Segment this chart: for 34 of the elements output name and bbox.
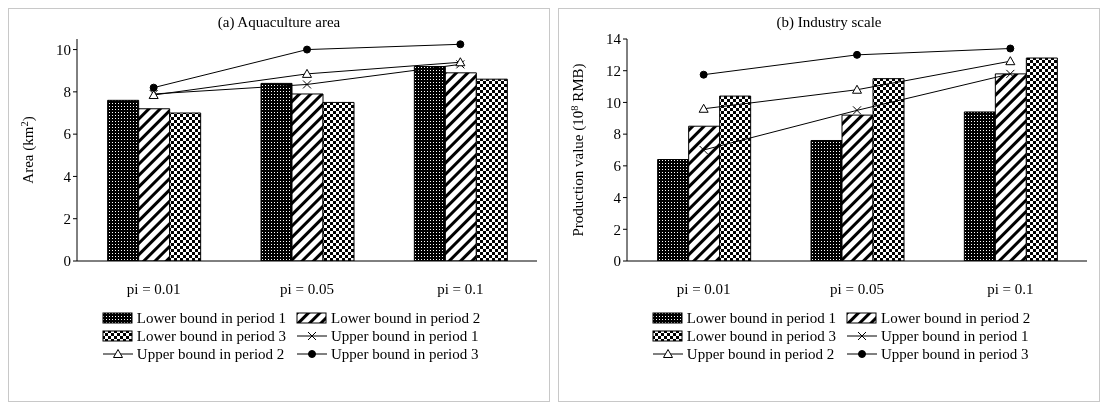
x-tick-label: pi = 0.1 bbox=[987, 280, 1034, 297]
y-tick-label: 6 bbox=[613, 158, 622, 175]
legend-label: Lower bound in period 2 bbox=[331, 309, 481, 327]
legend-label: Upper bound in period 3 bbox=[331, 345, 479, 363]
legend-label: Lower bound in period 3 bbox=[136, 327, 286, 345]
x-tick-label: pi = 0.05 bbox=[280, 280, 334, 297]
y-tick-label: 8 bbox=[613, 126, 621, 143]
x-tick-label: pi = 0.01 bbox=[676, 280, 731, 297]
legend-label: Upper bound in period 2 bbox=[686, 345, 835, 363]
x-tick-label: pi = 0.1 bbox=[437, 280, 484, 297]
y-tick-label: 12 bbox=[606, 63, 621, 80]
legend-label: Upper bound in period 1 bbox=[331, 327, 479, 345]
y-tick-label: 2 bbox=[613, 221, 621, 238]
legend-label: Upper bound in period 3 bbox=[881, 345, 1029, 363]
legend-label: Lower bound in period 1 bbox=[136, 309, 286, 327]
y-tick-label: 10 bbox=[56, 41, 71, 58]
y-tick-label: 0 bbox=[613, 253, 621, 270]
y-tick-label: 4 bbox=[613, 189, 622, 206]
y-tick-label: 2 bbox=[63, 211, 71, 228]
x-tick-label: pi = 0.01 bbox=[126, 280, 181, 297]
chart-title: (b) Industry scale bbox=[776, 14, 882, 31]
legend-label: Lower bound in period 3 bbox=[686, 327, 836, 345]
y-tick-label: 0 bbox=[63, 253, 71, 270]
legend-label: Upper bound in period 2 bbox=[136, 345, 285, 363]
y-tick-label: 6 bbox=[63, 126, 72, 143]
chart-title: (a) Aquaculture area bbox=[217, 14, 341, 31]
legend-label: Upper bound in period 1 bbox=[881, 327, 1029, 345]
y-tick-label: 8 bbox=[63, 84, 71, 101]
y-tick-label: 14 bbox=[606, 31, 622, 48]
x-tick-label: pi = 0.05 bbox=[830, 280, 884, 297]
legend-label: Lower bound in period 1 bbox=[686, 309, 836, 327]
y-tick-label: 4 bbox=[63, 168, 72, 185]
legend-label: Lower bound in period 2 bbox=[881, 309, 1031, 327]
y-tick-label: 10 bbox=[606, 94, 621, 111]
